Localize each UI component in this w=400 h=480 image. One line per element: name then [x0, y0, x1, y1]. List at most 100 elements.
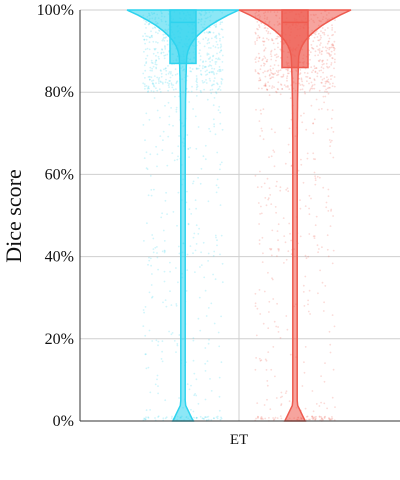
data-point — [190, 70, 193, 73]
data-point — [208, 41, 211, 44]
data-point — [323, 301, 325, 304]
data-point — [328, 66, 331, 68]
data-point — [279, 48, 282, 51]
data-point — [308, 213, 311, 216]
data-point — [144, 20, 147, 23]
data-point — [258, 77, 261, 79]
data-point — [260, 64, 263, 67]
data-point — [145, 35, 148, 37]
data-point — [157, 344, 159, 347]
data-point — [163, 249, 166, 252]
data-point — [222, 36, 224, 39]
data-point — [200, 167, 203, 170]
data-point — [150, 90, 153, 92]
data-point — [265, 204, 268, 207]
data-point — [333, 40, 336, 43]
data-point — [220, 28, 223, 30]
data-point — [324, 29, 327, 31]
data-point — [269, 77, 272, 80]
data-point — [219, 122, 222, 125]
data-point — [310, 197, 312, 200]
data-point — [267, 69, 270, 72]
data-point — [311, 390, 314, 392]
data-point — [309, 77, 312, 80]
data-point — [324, 85, 326, 88]
data-point — [324, 46, 327, 49]
data-point — [145, 353, 147, 356]
data-point — [258, 243, 261, 245]
data-point — [170, 417, 173, 419]
data-point — [205, 79, 207, 81]
data-point — [333, 53, 336, 55]
data-point — [273, 165, 276, 168]
data-point — [166, 40, 169, 42]
data-point — [198, 64, 201, 67]
data-point — [320, 69, 323, 72]
data-point — [315, 98, 318, 101]
data-point — [306, 415, 308, 418]
data-point — [311, 84, 314, 87]
data-point — [311, 46, 313, 49]
data-point — [217, 331, 220, 334]
data-point — [189, 146, 192, 149]
data-point — [148, 87, 150, 90]
data-point — [282, 217, 285, 220]
data-point — [331, 44, 334, 47]
data-point — [216, 244, 218, 247]
data-point — [261, 59, 264, 62]
data-point — [186, 190, 188, 193]
data-point — [171, 152, 174, 155]
data-point — [204, 362, 207, 365]
data-point — [326, 90, 328, 93]
data-point — [146, 35, 149, 38]
data-point — [169, 80, 172, 82]
data-point — [310, 104, 313, 107]
data-point — [209, 31, 212, 34]
data-point — [260, 22, 263, 25]
data-point — [277, 42, 279, 45]
data-point — [275, 70, 278, 72]
data-point — [158, 30, 161, 32]
data-point — [208, 127, 211, 130]
data-point — [204, 144, 207, 147]
data-point — [280, 417, 283, 420]
data-point — [314, 179, 317, 182]
data-point — [310, 66, 313, 69]
data-point — [207, 307, 210, 309]
data-point — [143, 240, 145, 242]
data-point — [204, 416, 207, 418]
data-point — [263, 40, 266, 43]
data-point — [317, 292, 319, 295]
data-point — [273, 73, 275, 76]
data-point — [315, 67, 318, 69]
data-point — [314, 419, 316, 421]
data-point — [212, 45, 215, 47]
data-point — [216, 83, 219, 86]
data-point — [164, 67, 167, 70]
data-point — [277, 73, 280, 76]
data-point — [215, 191, 218, 194]
data-point — [195, 417, 198, 420]
data-point — [168, 80, 171, 82]
data-point — [201, 67, 204, 70]
data-point — [333, 85, 336, 88]
data-point — [311, 85, 313, 88]
data-point — [157, 415, 160, 418]
data-point — [272, 419, 275, 421]
data-point — [299, 207, 302, 210]
data-point — [147, 90, 150, 93]
data-point — [290, 239, 292, 242]
data-point — [213, 83, 215, 86]
data-point — [217, 57, 220, 60]
data-point — [144, 418, 147, 421]
data-point — [176, 344, 179, 347]
data-point — [208, 71, 211, 74]
data-point — [162, 139, 164, 142]
data-point — [311, 47, 314, 50]
data-point — [257, 202, 260, 204]
data-point — [301, 83, 304, 86]
data-point — [326, 79, 328, 82]
axes — [79, 10, 400, 422]
data-point — [331, 57, 333, 59]
data-point — [144, 23, 147, 25]
